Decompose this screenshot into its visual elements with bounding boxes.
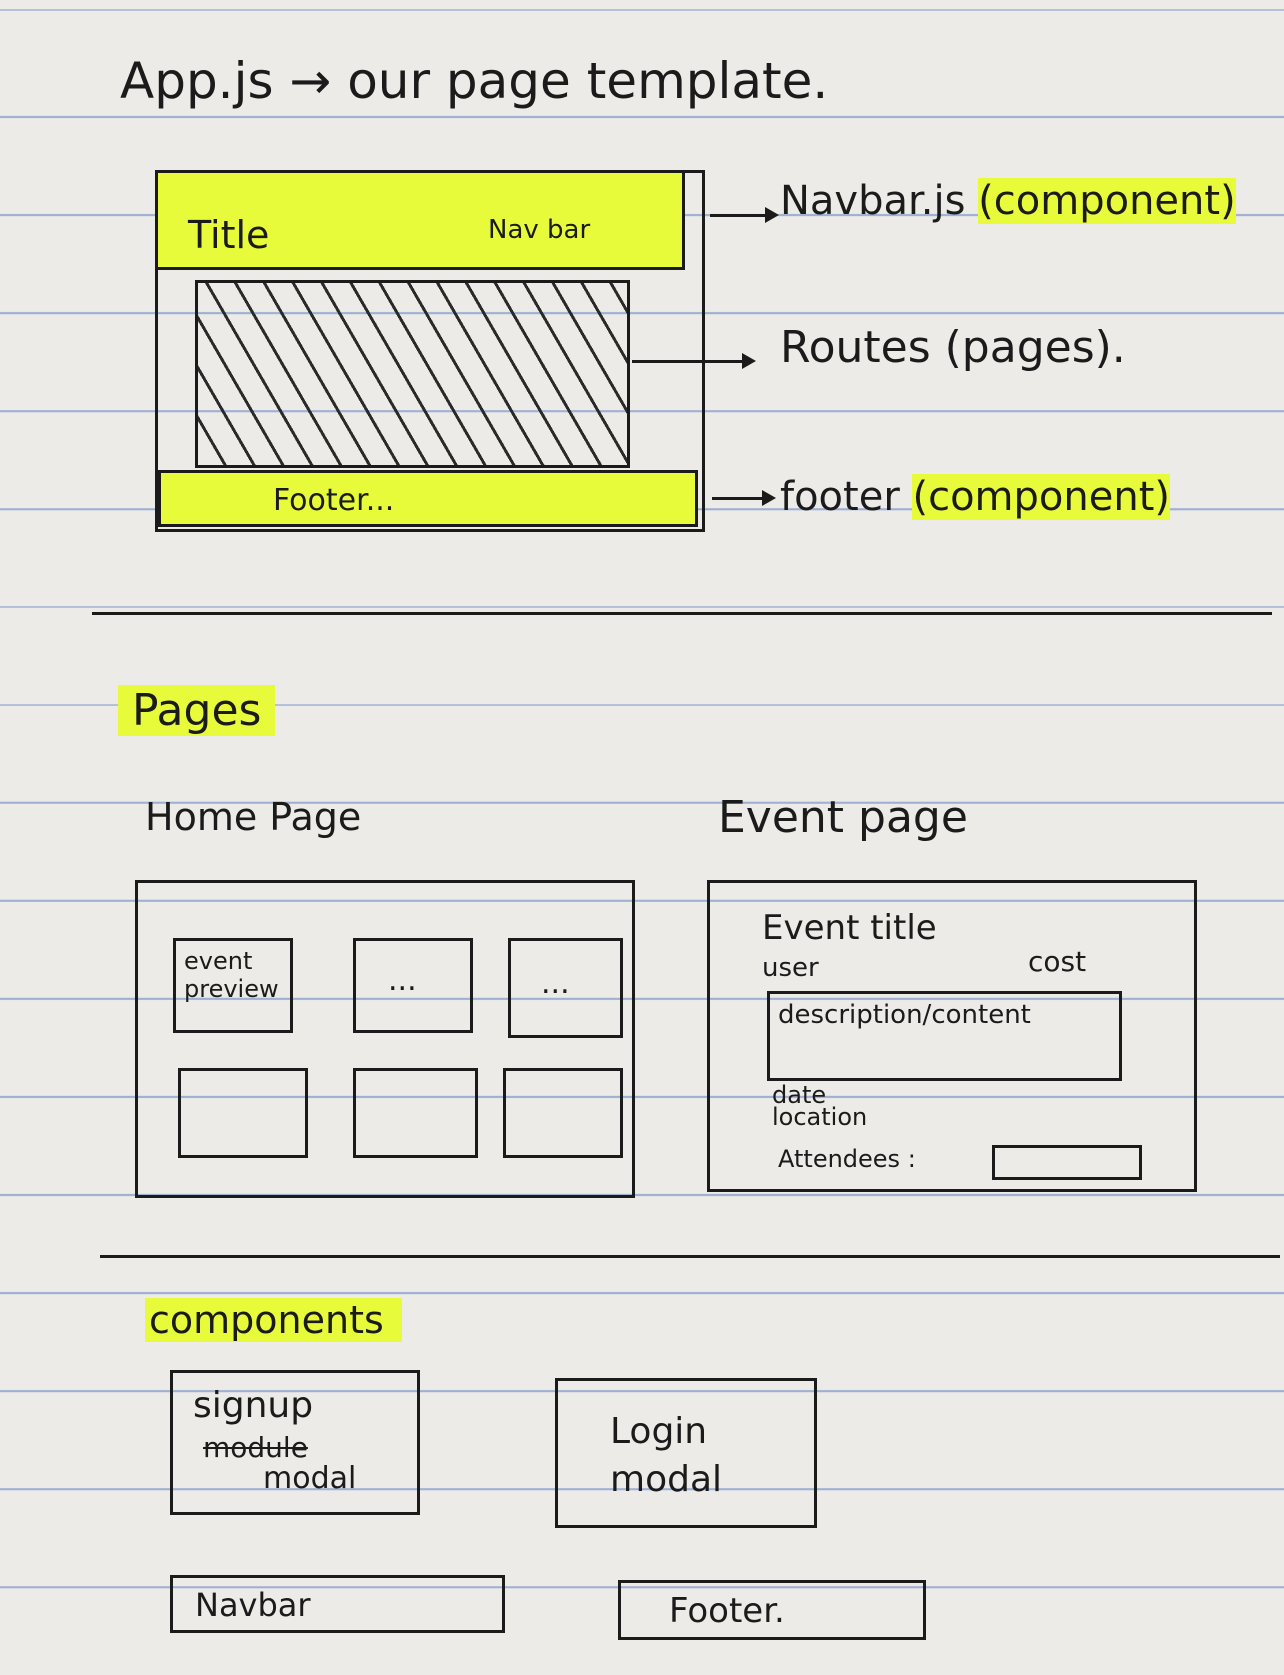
footer-arrow bbox=[712, 490, 776, 506]
footer-component-label: Footer. bbox=[669, 1591, 785, 1631]
page-heading: App.js → our page template. bbox=[120, 52, 829, 110]
event-preview-card: event preview bbox=[173, 938, 293, 1033]
event-card bbox=[353, 1068, 478, 1158]
footer-component-box: Footer. bbox=[618, 1580, 926, 1640]
routes-content-area bbox=[195, 280, 630, 468]
event-preview-card-label: event preview bbox=[184, 947, 279, 1003]
event-card: ... bbox=[353, 938, 473, 1033]
event-attendees-box bbox=[992, 1145, 1142, 1180]
signup-modal-line1: signup bbox=[193, 1385, 314, 1426]
components-heading: components bbox=[145, 1298, 402, 1342]
event-page-frame: Event title user cost description/conten… bbox=[707, 880, 1197, 1192]
event-card bbox=[503, 1068, 623, 1158]
signup-modal-box: signup module modal bbox=[170, 1370, 420, 1515]
home-page-title: Home Page bbox=[145, 795, 362, 839]
routes-arrow bbox=[632, 353, 756, 369]
event-card: ... bbox=[508, 938, 623, 1038]
section-divider-1 bbox=[92, 612, 1272, 615]
footer-annotation-note: (component) bbox=[912, 474, 1170, 520]
event-description-label: description/content bbox=[778, 1000, 1031, 1030]
routes-annotation: Routes (pages). bbox=[780, 322, 1126, 373]
section-divider-2 bbox=[100, 1255, 1280, 1258]
navbar-annotation-note: (component) bbox=[978, 178, 1236, 224]
event-description-box: description/content bbox=[767, 991, 1122, 1081]
navbar-block: Title Nav bar bbox=[155, 170, 685, 270]
navbar-component-box: Navbar bbox=[170, 1575, 505, 1633]
pages-heading: Pages bbox=[118, 685, 276, 736]
event-attendees-label: Attendees : bbox=[778, 1145, 916, 1173]
footer-block: Footer... bbox=[158, 470, 698, 527]
login-modal-line2: modal bbox=[610, 1459, 723, 1500]
event-cost-label: cost bbox=[1028, 945, 1087, 978]
home-page-frame: event preview ... ... bbox=[135, 880, 635, 1198]
navbar-annotation: Navbar.js (component) bbox=[780, 178, 1236, 224]
event-date-label: date bbox=[772, 1081, 827, 1109]
event-card-label: ... bbox=[388, 963, 417, 998]
navbar-arrow bbox=[710, 207, 779, 223]
signup-modal-struck: module bbox=[203, 1431, 308, 1464]
navbar-component-label: Navbar bbox=[195, 1586, 311, 1624]
navbar-nav-label: Nav bar bbox=[488, 215, 591, 245]
footer-annotation: footer (component) bbox=[780, 474, 1170, 520]
event-page-title: Event page bbox=[718, 792, 968, 843]
event-location-label: location bbox=[772, 1103, 868, 1131]
navbar-annotation-name: Navbar.js bbox=[780, 178, 966, 224]
signup-modal-line2: modal bbox=[263, 1461, 357, 1496]
event-card-label: ... bbox=[541, 966, 570, 1001]
login-modal-box: Login modal bbox=[555, 1378, 817, 1528]
event-card bbox=[178, 1068, 308, 1158]
event-title-label: Event title bbox=[762, 908, 937, 948]
navbar-title-label: Title bbox=[188, 213, 270, 257]
login-modal-line1: Login bbox=[610, 1411, 708, 1452]
footer-annotation-name: footer bbox=[780, 474, 900, 520]
footer-block-label: Footer... bbox=[273, 483, 395, 518]
event-user-label: user bbox=[762, 953, 819, 983]
